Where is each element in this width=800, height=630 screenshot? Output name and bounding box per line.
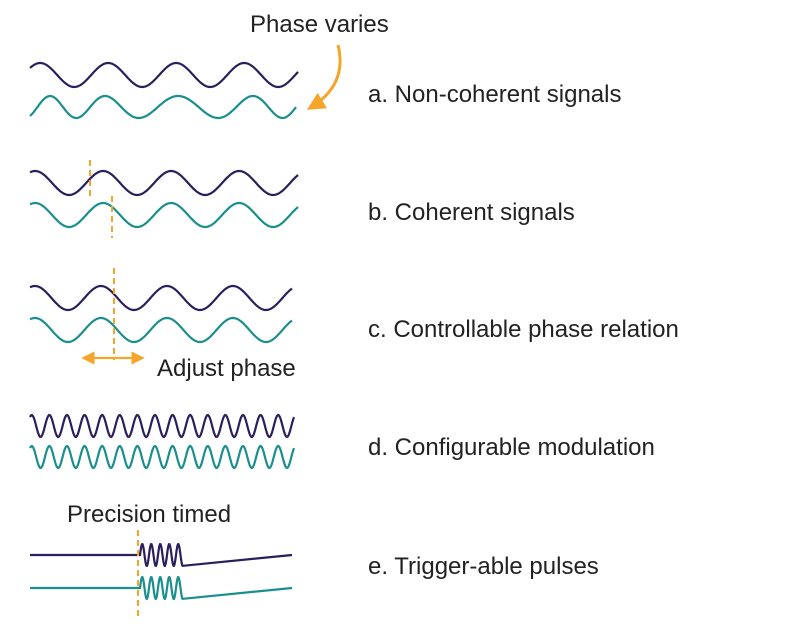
row-c-controllable-phase: Adjust phase c. Controllable phase relat…	[29, 268, 679, 382]
row-label-b: b. Coherent signals	[368, 199, 575, 226]
wave-teal-a	[29, 94, 297, 120]
row-label-e: e. Trigger-able pulses	[368, 553, 599, 580]
row-b-coherent: b. Coherent signals	[29, 160, 575, 238]
row-e-trigger-pulses: Precision timed e. Trigger-able pulses	[30, 501, 599, 620]
wave-teal-d	[29, 444, 296, 470]
phase-varies-note: Phase varies	[250, 11, 389, 38]
row-label-a: a. Non-coherent signals	[368, 81, 621, 108]
pulse-navy-e	[30, 543, 293, 567]
adjust-phase-note: Adjust phase	[157, 355, 296, 382]
wave-navy-d	[29, 413, 296, 439]
row-a-non-coherent: Phase varies a. Non-coherent signals	[29, 11, 621, 120]
wave-teal-b	[29, 201, 299, 229]
pulse-teal-e	[30, 576, 293, 600]
row-label-c: c. Controllable phase relation	[368, 316, 679, 343]
wave-navy-a	[29, 61, 299, 89]
wave-teal-c	[29, 316, 293, 344]
wave-navy-c	[29, 284, 293, 312]
precision-timed-note: Precision timed	[67, 501, 231, 528]
row-label-d: d. Configurable modulation	[368, 434, 655, 461]
curved-arrow-icon	[306, 44, 342, 110]
row-d-modulation: d. Configurable modulation	[29, 413, 655, 470]
wave-navy-b	[29, 169, 299, 197]
